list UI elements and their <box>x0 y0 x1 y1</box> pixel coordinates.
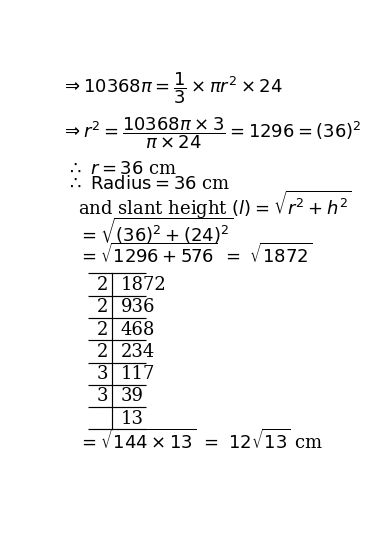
Text: 2: 2 <box>97 276 108 294</box>
Text: and slant height $(l) = \sqrt{r^2 + h^2}$: and slant height $(l) = \sqrt{r^2 + h^2}… <box>78 189 352 221</box>
Text: $= \sqrt{1296+576}\ =\ \sqrt{1872}$: $= \sqrt{1296+576}\ =\ \sqrt{1872}$ <box>78 242 312 267</box>
Text: 2: 2 <box>97 298 108 316</box>
Text: 39: 39 <box>120 388 143 405</box>
Text: 2: 2 <box>97 321 108 339</box>
Text: 936: 936 <box>120 298 155 316</box>
Text: 2: 2 <box>97 343 108 361</box>
Text: 13: 13 <box>120 410 143 428</box>
Text: $\therefore\ \mathrm{Radius} = 36$ cm: $\therefore\ \mathrm{Radius} = 36$ cm <box>66 175 230 193</box>
Text: $\Rightarrow 10368\pi = \dfrac{1}{3} \times \pi r^2 \times 24$: $\Rightarrow 10368\pi = \dfrac{1}{3} \ti… <box>61 71 283 106</box>
Text: 3: 3 <box>97 388 108 405</box>
Text: 3: 3 <box>97 365 108 383</box>
Text: $= \sqrt{(36)^2 + (24)^2}$: $= \sqrt{(36)^2 + (24)^2}$ <box>78 215 233 246</box>
Text: 1872: 1872 <box>120 276 166 294</box>
Text: 117: 117 <box>120 365 155 383</box>
Text: $= \sqrt{144 \times 13}\ =\ 12\sqrt{13}$ cm: $= \sqrt{144 \times 13}\ =\ 12\sqrt{13}$… <box>78 429 323 453</box>
Text: 468: 468 <box>120 321 155 339</box>
Text: 234: 234 <box>120 343 154 361</box>
Text: $\therefore\ r = 36$ cm: $\therefore\ r = 36$ cm <box>66 159 177 177</box>
Text: $\Rightarrow r^2 = \dfrac{10368\pi \times 3}{\pi \times 24} = 1296 = (36)^2$: $\Rightarrow r^2 = \dfrac{10368\pi \time… <box>61 115 361 151</box>
